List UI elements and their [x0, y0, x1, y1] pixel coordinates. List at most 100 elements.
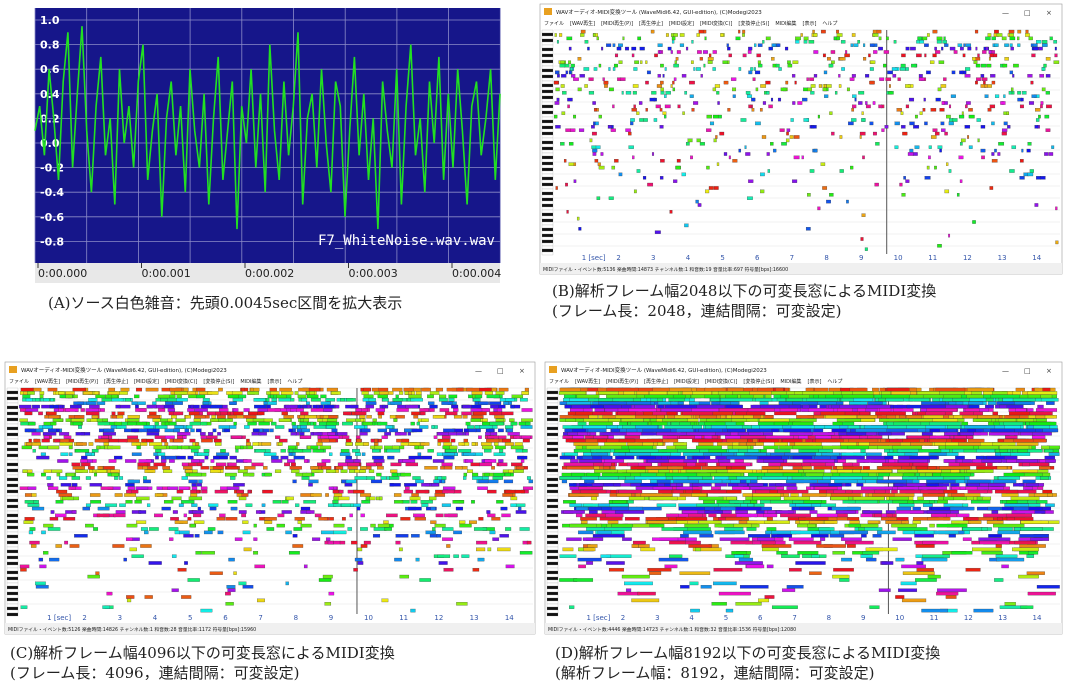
note [997, 517, 1003, 520]
note [445, 412, 457, 415]
menu-item[interactable]: [表示] [268, 378, 282, 385]
piano-key [7, 460, 18, 463]
menu-item[interactable]: ファイル [544, 21, 564, 27]
note [773, 149, 776, 152]
menu-item[interactable]: ファイル [9, 379, 29, 385]
note [993, 524, 1024, 527]
note [760, 402, 769, 405]
note [132, 442, 141, 445]
note [104, 429, 114, 432]
menu-item[interactable]: ヘルプ [287, 379, 302, 385]
menu-item[interactable]: [表示] [808, 378, 822, 385]
note [766, 37, 771, 40]
menu-item[interactable]: [MIDI設定] [674, 378, 699, 385]
menu-item[interactable]: [再生停止] [639, 20, 663, 27]
menu-item[interactable]: [変換停止(S)] [738, 20, 769, 27]
menu-item[interactable]: [WAV再生] [35, 378, 60, 385]
menu-item[interactable]: ファイル [549, 379, 569, 385]
note [1021, 98, 1024, 101]
note [880, 439, 885, 442]
note [454, 555, 459, 558]
note [850, 78, 854, 81]
note [171, 391, 175, 394]
note [488, 548, 491, 551]
note [213, 456, 219, 459]
note [763, 514, 777, 517]
note [121, 388, 130, 391]
note [981, 149, 986, 152]
note [243, 531, 251, 534]
note [579, 425, 606, 428]
note [727, 388, 743, 391]
note [740, 480, 746, 483]
note [996, 544, 1002, 547]
note [907, 405, 923, 408]
menu-item[interactable]: [MIDI再生(P)] [66, 378, 98, 385]
menu-item[interactable]: [WAV再生] [575, 378, 600, 385]
note [850, 166, 853, 169]
note [505, 527, 511, 530]
note [752, 497, 781, 500]
menu-item[interactable]: [MIDI設定] [669, 20, 694, 27]
note [860, 135, 862, 138]
note [776, 64, 780, 67]
note [421, 388, 430, 391]
menu-item[interactable]: [MIDI変換(C)] [705, 378, 737, 385]
note [606, 44, 611, 47]
note [779, 67, 782, 70]
menu-item[interactable]: MIDI編集 [775, 20, 796, 27]
menu-item[interactable]: [表示] [803, 20, 817, 27]
note [1046, 91, 1050, 94]
menu-item[interactable]: [WAV再生] [570, 20, 595, 27]
note [603, 415, 616, 418]
note [498, 429, 503, 432]
menu-item[interactable]: MIDI編集 [780, 378, 801, 385]
piano-key [7, 436, 18, 439]
x-tick-label: 0:00.004 [452, 267, 501, 280]
menu-item[interactable]: [再生停止] [104, 378, 128, 385]
note [118, 412, 125, 415]
note [361, 514, 365, 517]
note [560, 415, 589, 418]
caption: (A)ソース白色雑音：先頭0.0045sec区間を拡大表示 [48, 294, 402, 312]
note [338, 497, 349, 500]
note [481, 442, 491, 445]
menu-item[interactable]: [変換停止(S)] [203, 378, 234, 385]
note [754, 44, 756, 47]
note [948, 234, 950, 237]
piano-key [542, 81, 553, 84]
note [967, 135, 969, 138]
menu-item[interactable]: ヘルプ [822, 21, 837, 27]
note [952, 493, 965, 496]
note [569, 483, 576, 486]
note [490, 531, 496, 534]
note [486, 439, 499, 442]
note [904, 176, 906, 179]
note [399, 548, 403, 551]
note [780, 129, 785, 132]
menu-item[interactable]: [再生停止] [644, 378, 668, 385]
note [414, 415, 419, 418]
menu-item[interactable]: MIDI編集 [240, 378, 261, 385]
note [813, 33, 817, 36]
menu-item[interactable]: [変換停止(S)] [743, 378, 774, 385]
piano-key [542, 156, 553, 159]
note [273, 500, 281, 503]
menu-item[interactable]: ヘルプ [827, 379, 842, 385]
window-control: — [1002, 367, 1009, 375]
note [498, 405, 506, 408]
note [935, 442, 947, 445]
note [988, 487, 1003, 490]
window-control: — [475, 367, 482, 375]
note [472, 391, 483, 394]
note [1009, 169, 1014, 172]
piano-key [542, 102, 553, 105]
menu-item[interactable]: [MIDI変換(C)] [165, 378, 197, 385]
menu-item[interactable]: [MIDI再生(P)] [606, 378, 638, 385]
piano-key [7, 529, 18, 532]
menu-item[interactable]: [MIDI変換(C)] [700, 20, 732, 27]
menu-item[interactable]: [MIDI再生(P)] [601, 20, 633, 27]
menu-item[interactable]: [MIDI設定] [134, 378, 159, 385]
note [663, 436, 678, 439]
note [955, 456, 964, 459]
